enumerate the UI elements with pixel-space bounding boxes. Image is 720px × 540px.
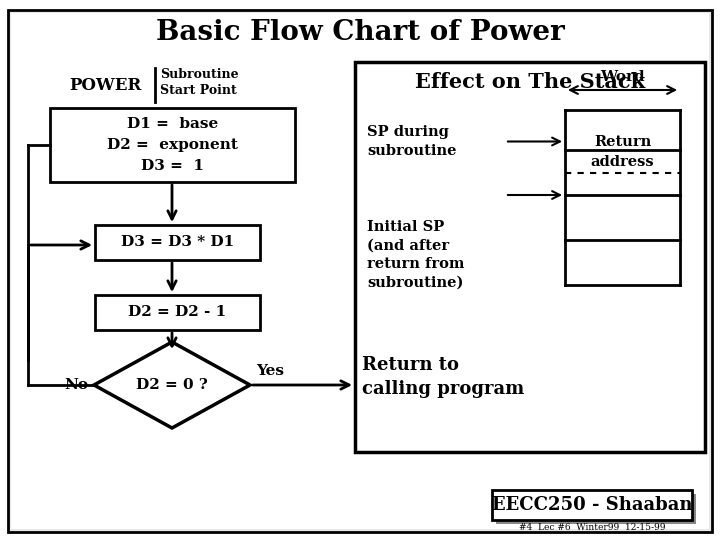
Text: Return to
calling program: Return to calling program	[362, 355, 524, 399]
Bar	[492, 490, 692, 520]
Text: Effect on The Stack: Effect on The Stack	[415, 72, 645, 92]
Text: EECC250 - Shaaban: EECC250 - Shaaban	[492, 496, 692, 514]
Text: Return: Return	[594, 134, 651, 149]
Text: Subroutine
Start Point: Subroutine Start Point	[160, 69, 238, 98]
Bar	[355, 62, 705, 452]
Bar	[496, 494, 696, 524]
Text: POWER: POWER	[69, 77, 141, 93]
Bar	[95, 295, 260, 330]
Bar	[50, 108, 295, 182]
Text: D1 =  base
D2 =  exponent
D3 =  1: D1 = base D2 = exponent D3 = 1	[107, 117, 238, 173]
Text: D2 = 0 ?: D2 = 0 ?	[136, 378, 208, 392]
Bar	[95, 225, 260, 260]
Text: No: No	[64, 378, 88, 392]
Text: SP during
subroutine: SP during subroutine	[367, 125, 456, 158]
Text: D3 = D3 * D1: D3 = D3 * D1	[121, 235, 234, 249]
Polygon shape	[94, 342, 250, 428]
Text: D2 = D2 - 1: D2 = D2 - 1	[128, 306, 227, 320]
Text: Initial SP
(and after
return from
subroutine): Initial SP (and after return from subrou…	[367, 220, 464, 289]
Text: Yes: Yes	[256, 364, 284, 378]
Text: #4  Lec #6  Winter99  12-15-99: #4 Lec #6 Winter99 12-15-99	[518, 523, 665, 531]
Text: address: address	[590, 154, 654, 168]
Text: Word: Word	[600, 70, 645, 84]
Text: Basic Flow Chart of Power: Basic Flow Chart of Power	[156, 18, 564, 45]
